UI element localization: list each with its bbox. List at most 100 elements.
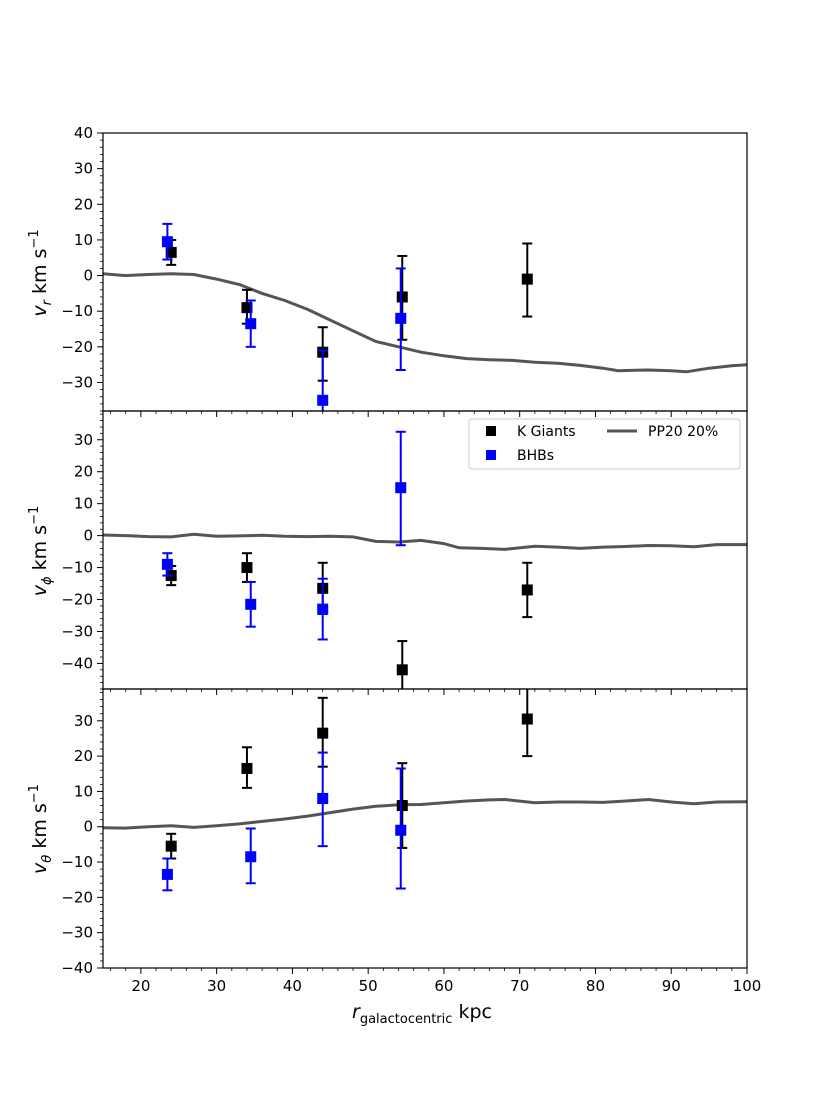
y-label-vr-main: v xyxy=(29,305,51,317)
y-label-vr-unit: km s xyxy=(29,249,51,301)
y-label-vtheta-sub: θ xyxy=(40,855,55,863)
legend-bhbs-marker xyxy=(486,450,496,460)
y-label-vtheta: vθ km s−1 xyxy=(27,784,55,874)
ytick-label-vtheta-0: −40 xyxy=(61,959,93,977)
kgiants-point-vphi-4 xyxy=(521,561,533,619)
xtick-label-8: 100 xyxy=(733,977,762,995)
kgiants-marker xyxy=(241,762,253,774)
bhbs-marker xyxy=(317,603,329,615)
ytick-label-vphi-6: 20 xyxy=(74,463,93,481)
bhbs-point-vphi-1 xyxy=(245,580,257,628)
kgiants-marker xyxy=(521,713,533,725)
y-label-vr: vr km s−1 xyxy=(27,229,55,316)
bhbs-marker xyxy=(317,394,329,406)
bhbs-point-vphi-0 xyxy=(161,552,173,577)
legend: K Giants BHBs PP20 20% xyxy=(468,418,741,470)
y-label-vr-exp: −1 xyxy=(27,229,42,248)
xtick-label-3: 50 xyxy=(359,977,378,995)
bhbs-point-vr-1 xyxy=(245,299,257,348)
svg-text:vθ km s−1: vθ km s−1 xyxy=(27,784,55,874)
bhbs-point-vr-3 xyxy=(395,267,407,372)
ytick-label-vphi-7: 30 xyxy=(74,431,93,449)
y-label-vphi-main: v xyxy=(29,584,51,596)
ytick-label-vtheta-7: 30 xyxy=(74,712,93,730)
ytick-label-vr-7: 40 xyxy=(74,124,93,142)
panel-vtheta: −40 −30 −20 −10 0 10 20 30 20 30 40 50 60 70 80 90 100 xyxy=(61,688,762,995)
ytick-label-vr-2: −10 xyxy=(61,302,93,320)
ytick-label-vr-3: 0 xyxy=(83,267,93,285)
ytick-label-vtheta-5: 10 xyxy=(74,782,93,800)
y-label-vphi: vϕ km s−1 xyxy=(27,506,55,597)
bhbs-marker xyxy=(395,824,407,836)
svg-text:vr km s−1: vr km s−1 xyxy=(27,229,55,316)
y-label-vphi-sub: ϕ xyxy=(40,576,55,585)
xtick-label-5: 70 xyxy=(510,977,529,995)
legend-model-label: PP20 20% xyxy=(648,424,718,440)
svg-text:vϕ km s−1: vϕ km s−1 xyxy=(27,506,55,597)
plots-layer: −30−20−10010203040−40−30−20−100102030−40… xyxy=(61,124,761,995)
kgiants-marker xyxy=(241,302,253,314)
kgiants-point-vtheta-1 xyxy=(241,746,253,789)
panel-vphi: −40 −30 −20 −10 0 10 20 30 xyxy=(61,410,748,695)
y-label-vr-sub: r xyxy=(40,298,55,305)
ytick-label-vphi-5: 10 xyxy=(74,495,93,513)
bhbs-marker xyxy=(395,312,407,324)
ytick-label-vr-0: −30 xyxy=(61,373,93,391)
ytick-label-vr-6: 30 xyxy=(74,160,93,178)
ytick-label-vphi-0: −40 xyxy=(61,654,93,672)
ytick-label-vtheta-3: −10 xyxy=(61,853,93,871)
bhbs-marker xyxy=(161,558,173,570)
legend-box xyxy=(468,418,741,470)
bhbs-marker xyxy=(245,851,257,863)
ytick-label-vphi-2: −20 xyxy=(61,591,93,609)
ytick-label-vtheta-6: 20 xyxy=(74,747,93,765)
bhbs-point-vtheta-0 xyxy=(161,857,173,892)
legend-bhbs-label: BHBs xyxy=(517,448,554,464)
ytick-label-vtheta-2: −20 xyxy=(61,888,93,906)
bhbs-marker xyxy=(245,598,257,610)
ytick-label-vr-1: −20 xyxy=(61,338,93,356)
bhbs-marker xyxy=(317,792,329,804)
xtick-label-0: 20 xyxy=(131,977,150,995)
ytick-label-vr-5: 20 xyxy=(74,195,93,213)
kgiants-marker xyxy=(165,246,177,258)
ytick-label-vphi-4: 0 xyxy=(83,527,93,545)
xtick-label-7: 90 xyxy=(662,977,681,995)
bhbs-marker xyxy=(161,236,173,248)
kgiants-marker xyxy=(521,273,533,285)
x-axis-label: rgalactocentric kpc xyxy=(352,1001,492,1027)
y-label-vphi-unit: km s xyxy=(29,525,51,577)
frame-vtheta xyxy=(102,688,748,969)
bhbs-point-vr-2 xyxy=(317,349,329,411)
y-label-vtheta-exp: −1 xyxy=(27,784,42,803)
ytick-label-vphi-1: −30 xyxy=(61,622,93,640)
kgiants-point-vr-4 xyxy=(521,242,533,318)
kgiants-marker xyxy=(396,800,408,812)
bhbs-point-vtheta-2 xyxy=(317,751,329,848)
legend-kgiants-label: K Giants xyxy=(517,424,576,440)
bhbs-point-vr-0 xyxy=(161,222,173,261)
kgiants-marker xyxy=(396,291,408,303)
y-label-vtheta-unit: km s xyxy=(29,803,51,855)
legend-kgiants-marker xyxy=(486,426,496,436)
kgiants-marker xyxy=(165,840,177,852)
xtick-label-1: 30 xyxy=(207,977,226,995)
kgiants-marker xyxy=(241,562,253,574)
kgiants-marker xyxy=(521,584,533,596)
kgiants-marker xyxy=(317,727,329,739)
kgiants-point-vtheta-4 xyxy=(521,689,533,758)
model-line-vtheta xyxy=(103,797,747,830)
x-label-main: r xyxy=(352,1001,361,1023)
model-line-vphi xyxy=(103,532,747,551)
xtick-label-6: 80 xyxy=(586,977,605,995)
y-label-vphi-exp: −1 xyxy=(27,506,42,525)
ytick-label-vr-4: 10 xyxy=(74,231,93,249)
panel-vr: −30 −20 −10 0 10 20 30 40 xyxy=(61,124,748,417)
bhbs-marker xyxy=(161,868,173,880)
bhbs-point-vphi-3 xyxy=(395,430,407,547)
xtick-label-2: 40 xyxy=(283,977,302,995)
ytick-label-vtheta-1: −30 xyxy=(61,924,93,942)
ytick-label-vphi-3: −10 xyxy=(61,559,93,577)
model-line-vr xyxy=(103,272,747,374)
